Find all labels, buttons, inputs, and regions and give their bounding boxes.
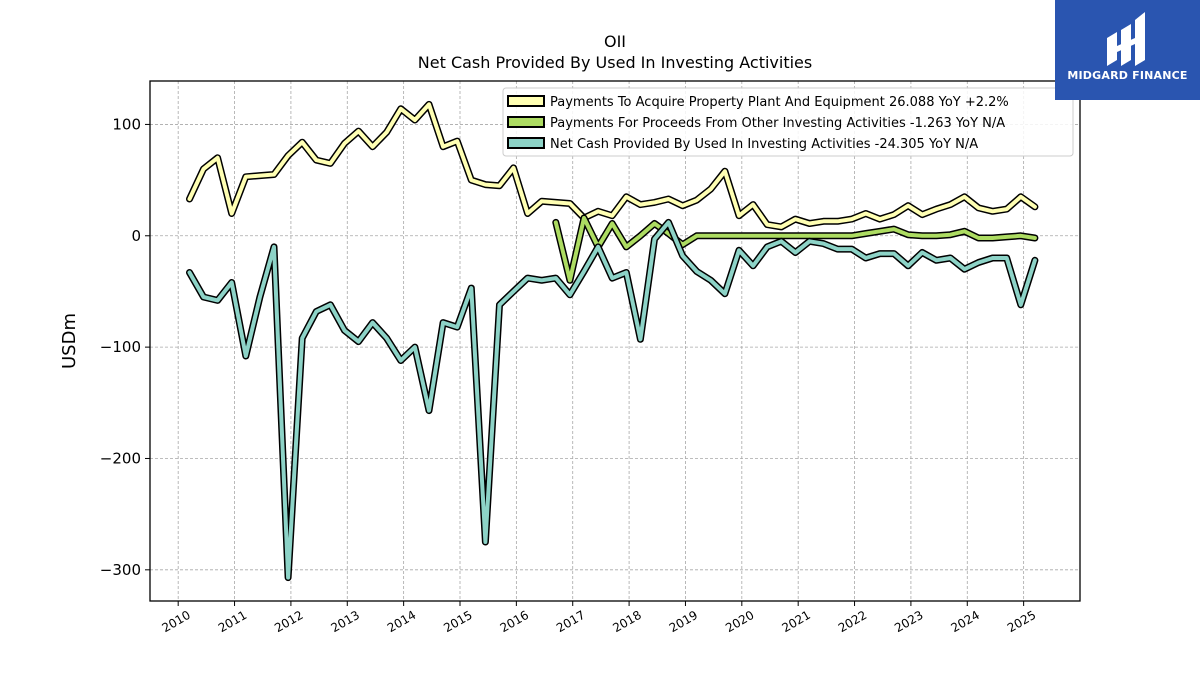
legend-swatch [507, 137, 545, 149]
series-line [187, 102, 1037, 229]
plot-frame [149, 80, 1081, 602]
legend-swatch [507, 116, 545, 128]
series-line [187, 220, 1037, 580]
midgard-finance-logo: MIDGARD FINANCE [1055, 0, 1200, 100]
y-tick-label: 0 [131, 227, 141, 245]
y-tick-label: −100 [100, 338, 141, 356]
logo-text: MIDGARD FINANCE [1067, 69, 1188, 82]
series-1 [186, 100, 1039, 231]
legend-swatch [507, 95, 545, 107]
series-group [186, 100, 1039, 582]
series-line [553, 216, 1037, 283]
midgard-logo-icon [1107, 12, 1145, 66]
y-tick-label: −300 [100, 561, 141, 579]
y-tick-label: −200 [100, 449, 141, 467]
y-tick-label: 100 [112, 115, 141, 133]
legend-box [502, 87, 1074, 157]
series-3 [186, 218, 1039, 582]
chart-title: OII [604, 32, 626, 51]
legend-label: Payments To Acquire Property Plant And E… [550, 95, 1009, 110]
legend-label: Payments For Proceeds From Other Investi… [550, 116, 1005, 131]
legend-label: Net Cash Provided By Used In Investing A… [550, 137, 978, 152]
series-2 [552, 214, 1039, 284]
y-axis-label: USDm [59, 313, 80, 369]
chart-subtitle: Net Cash Provided By Used In Investing A… [418, 53, 812, 72]
legend: Payments To Acquire Property Plant And E… [502, 87, 1074, 157]
